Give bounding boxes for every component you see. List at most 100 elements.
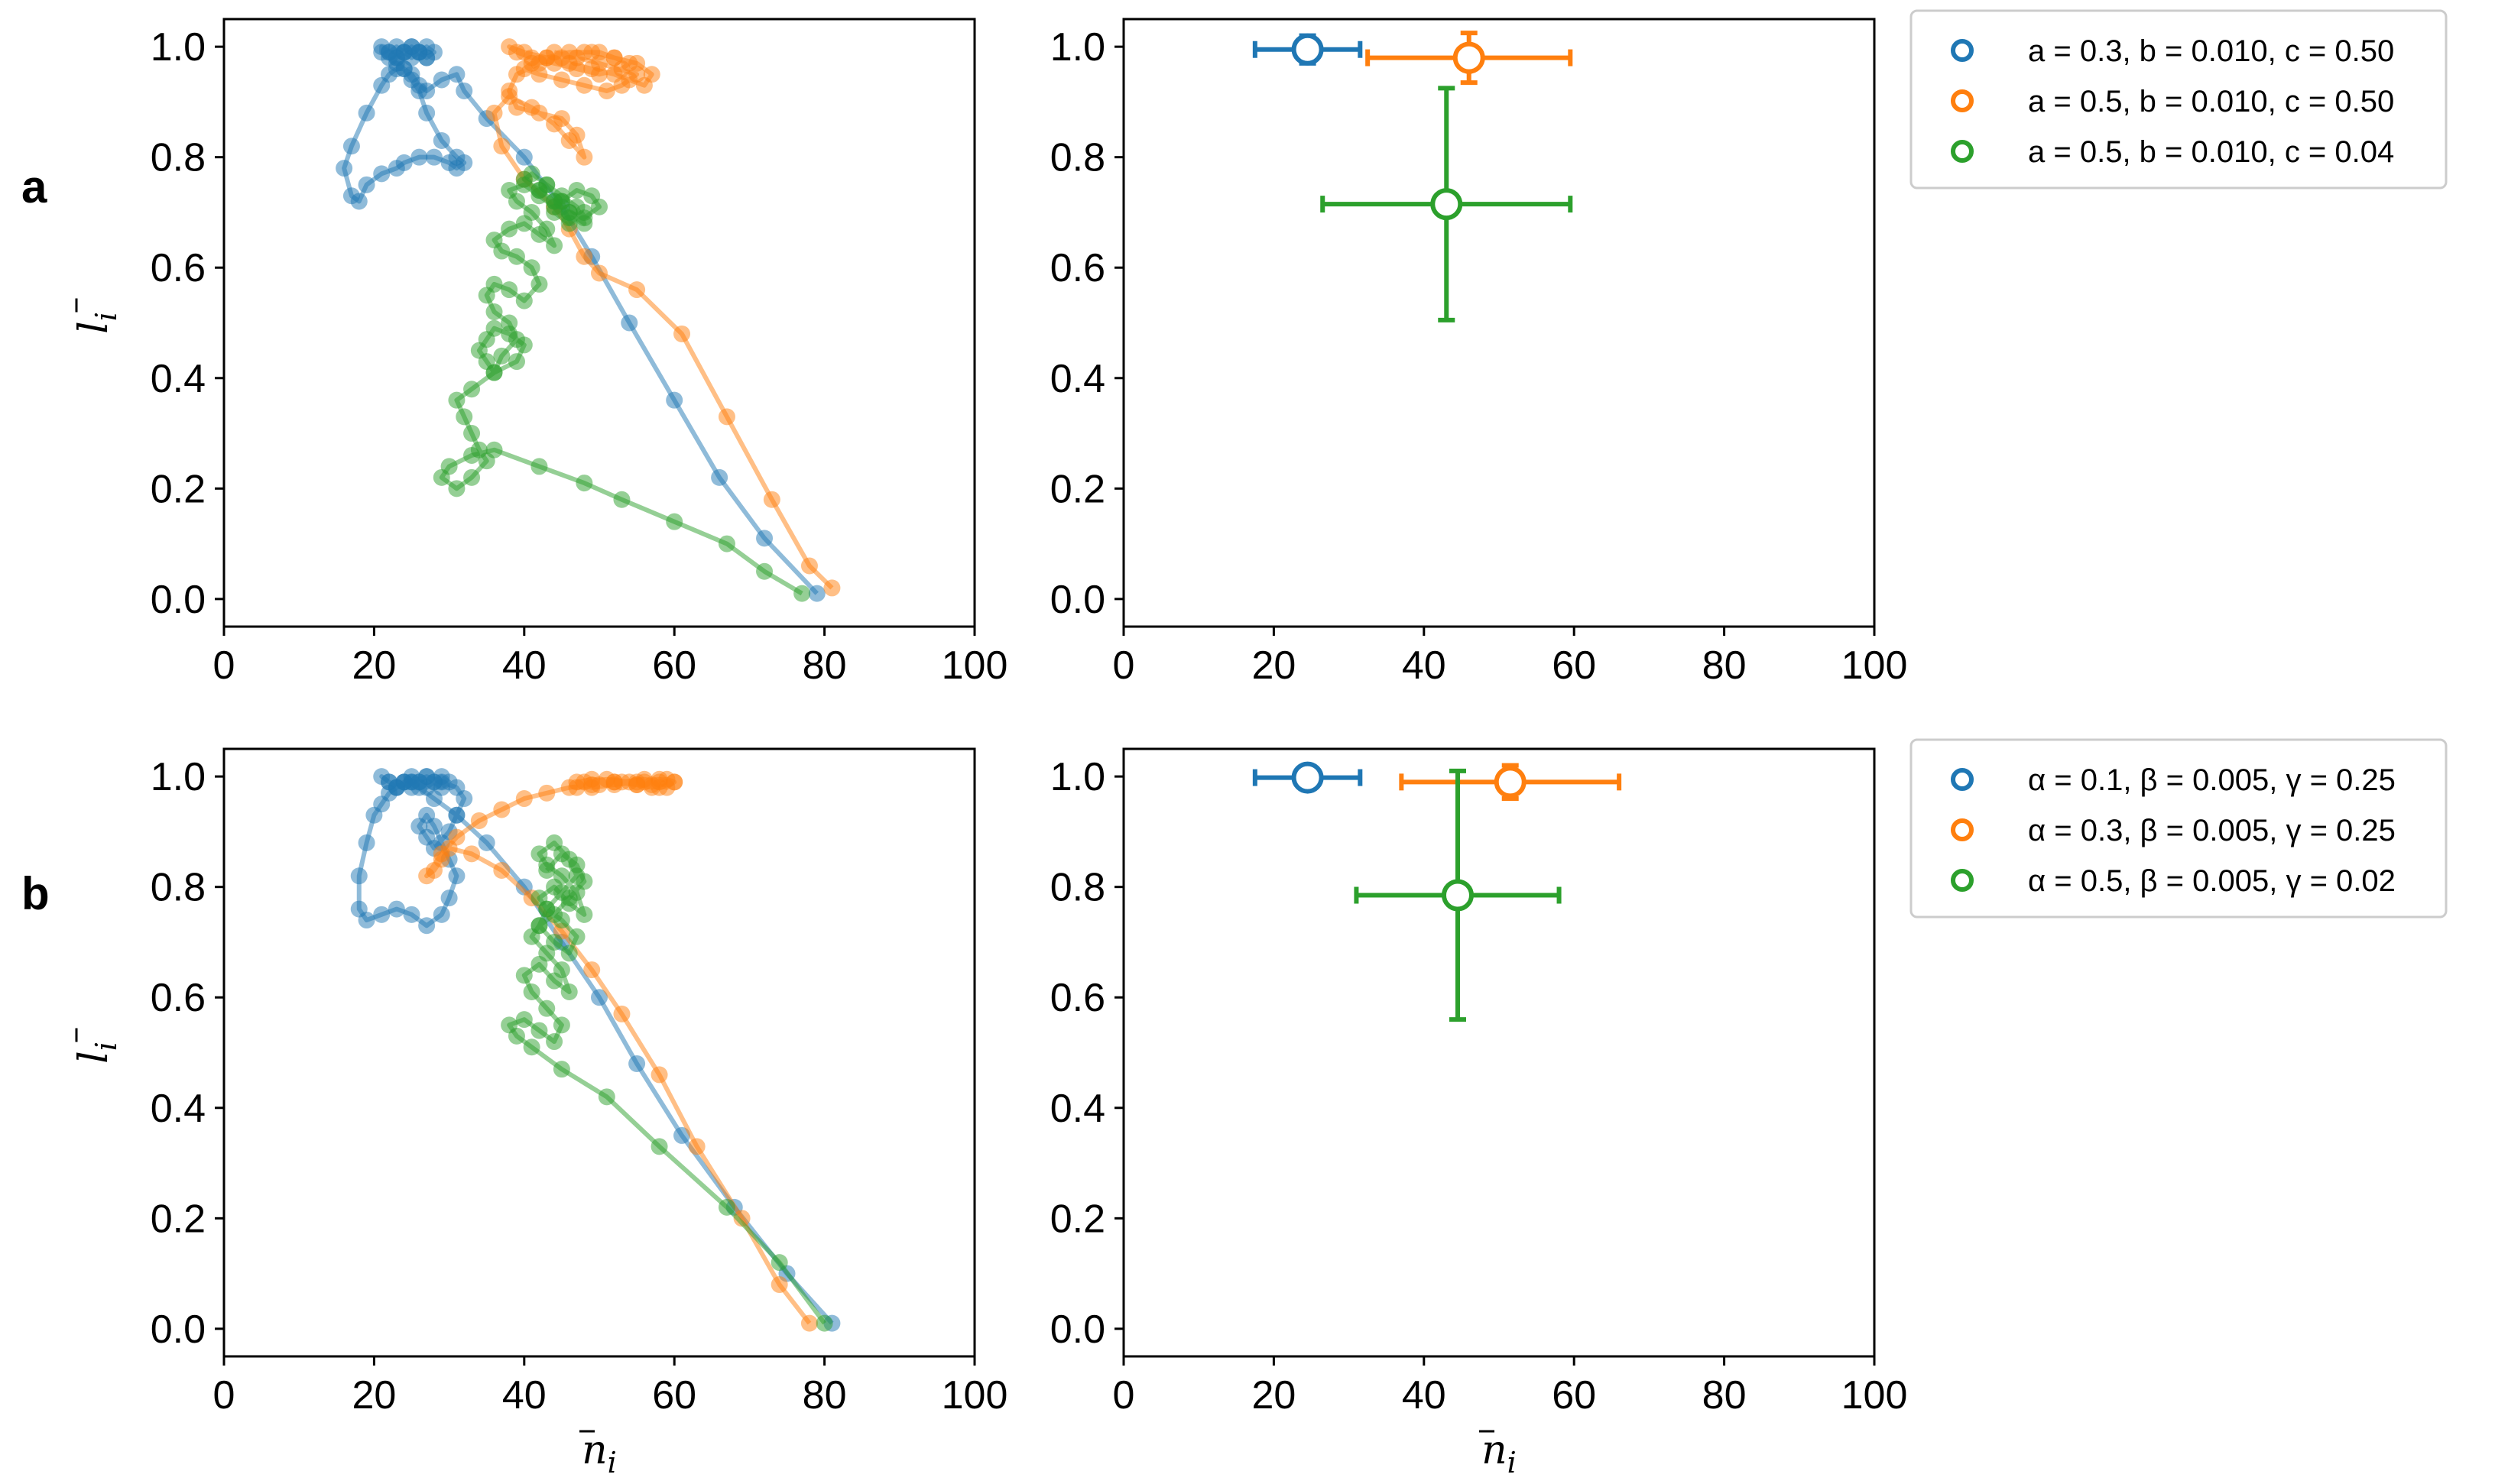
data-point-orange bbox=[515, 790, 533, 808]
data-point-green bbox=[523, 259, 540, 277]
y-tick-label: 0.6 bbox=[151, 976, 206, 1020]
data-point-green bbox=[576, 873, 593, 890]
y-tick-label: 0.4 bbox=[151, 1087, 206, 1131]
data-point-green bbox=[515, 292, 533, 309]
x-tick-label: 0 bbox=[1113, 1373, 1135, 1418]
data-point-orange bbox=[643, 66, 660, 83]
data-point-orange bbox=[515, 60, 533, 78]
data-point-orange bbox=[463, 845, 481, 863]
y-tick-label: 1.0 bbox=[1050, 25, 1105, 70]
data-point-orange bbox=[673, 325, 691, 342]
data-point-green bbox=[553, 867, 570, 885]
data-point-green bbox=[538, 862, 556, 879]
mean-marker bbox=[1441, 879, 1474, 912]
mean-marker bbox=[1430, 188, 1463, 221]
data-point-green bbox=[538, 1000, 556, 1017]
data-point-orange bbox=[493, 138, 511, 155]
data-point-green bbox=[771, 1254, 788, 1272]
y-tick-label: 0.4 bbox=[1050, 357, 1105, 401]
data-point-green bbox=[598, 1088, 615, 1106]
data-point-orange bbox=[501, 82, 518, 99]
x-tick-label: 80 bbox=[803, 1373, 847, 1418]
x-tick-label: 100 bbox=[942, 1373, 1008, 1418]
data-point-green bbox=[613, 491, 631, 508]
y-tick-label: 0.8 bbox=[151, 136, 206, 180]
data-point-blue bbox=[373, 906, 391, 923]
y-axis-label: li bbox=[71, 312, 123, 334]
y-tick-label: 0.2 bbox=[151, 467, 206, 511]
data-point-green bbox=[560, 215, 578, 232]
data-point-blue bbox=[456, 82, 473, 99]
data-point-orange bbox=[598, 82, 615, 99]
data-point-orange bbox=[418, 867, 436, 885]
data-point-blue bbox=[756, 530, 774, 547]
data-point-green bbox=[553, 1061, 570, 1078]
data-point-orange bbox=[568, 773, 586, 791]
data-point-blue bbox=[448, 148, 466, 166]
data-point-green bbox=[553, 845, 570, 863]
data-point-green bbox=[756, 562, 774, 580]
y-axis-label: li bbox=[71, 1042, 123, 1064]
y-tick-label: 0.8 bbox=[1050, 866, 1105, 910]
x-tick-label: 100 bbox=[1841, 643, 1908, 688]
y-tick-label: 0.2 bbox=[1050, 467, 1105, 511]
data-point-green bbox=[523, 983, 540, 1000]
data-point-green bbox=[553, 961, 570, 979]
y-tick-label: 0.0 bbox=[151, 1307, 206, 1352]
data-point-green bbox=[485, 275, 503, 293]
legend-b-frame bbox=[1909, 738, 2448, 919]
data-point-orange bbox=[501, 38, 518, 56]
data-point-blue bbox=[395, 773, 413, 791]
data-point-green bbox=[470, 441, 488, 458]
data-point-green bbox=[501, 1016, 518, 1034]
y-tick-label: 0.4 bbox=[151, 357, 206, 401]
data-point-orange bbox=[553, 71, 570, 89]
data-point-orange bbox=[538, 784, 556, 802]
data-point-green bbox=[523, 1038, 540, 1056]
data-point-blue bbox=[410, 148, 428, 166]
data-point-orange bbox=[651, 1066, 668, 1084]
data-point-green bbox=[553, 1016, 570, 1034]
x-tick-label: 40 bbox=[502, 643, 547, 688]
data-point-green bbox=[568, 928, 586, 945]
data-point-green bbox=[546, 237, 563, 254]
y-tick-label: 0.6 bbox=[1050, 246, 1105, 290]
data-point-orange bbox=[591, 264, 608, 282]
panel-label-b: b bbox=[21, 868, 50, 919]
data-point-orange bbox=[508, 99, 525, 116]
data-point-green bbox=[463, 381, 481, 398]
y-tick-label: 1.0 bbox=[151, 25, 206, 70]
mean-marker bbox=[1452, 41, 1485, 74]
data-point-green bbox=[793, 585, 811, 602]
legend-b-entry: α = 0.1, β = 0.005, γ = 0.25 bbox=[1951, 763, 2396, 797]
legend-a-entry: a = 0.5, b = 0.010, c = 0.04 bbox=[1951, 135, 2394, 169]
data-point-orange bbox=[658, 770, 676, 788]
data-point-orange bbox=[576, 248, 593, 265]
data-point-blue bbox=[448, 867, 466, 885]
axes-frame bbox=[222, 747, 976, 1358]
data-point-blue bbox=[365, 806, 383, 824]
legend-a-label: a = 0.5, b = 0.010, c = 0.50 bbox=[2028, 85, 2394, 118]
axes-frame bbox=[1122, 18, 1876, 628]
legend-a-label: a = 0.5, b = 0.010, c = 0.04 bbox=[2028, 135, 2394, 169]
panel-label-a: a bbox=[21, 161, 47, 212]
x-tick-label: 40 bbox=[1402, 643, 1446, 688]
legend-b-entry: α = 0.3, β = 0.005, γ = 0.25 bbox=[1951, 814, 2396, 847]
axes-frame bbox=[1122, 747, 1876, 1358]
data-point-green bbox=[576, 475, 593, 492]
legend-b-marker-icon bbox=[1951, 869, 1974, 892]
data-point-orange bbox=[733, 1210, 751, 1227]
x-tick-label: 60 bbox=[1552, 643, 1596, 688]
data-point-orange bbox=[591, 54, 608, 72]
data-point-green bbox=[508, 248, 525, 265]
data-point-orange bbox=[553, 110, 570, 128]
data-point-green bbox=[651, 1138, 668, 1155]
data-point-orange bbox=[576, 76, 593, 94]
x-tick-label: 40 bbox=[1402, 1373, 1446, 1418]
data-point-green bbox=[530, 1022, 548, 1039]
data-point-green bbox=[546, 203, 563, 221]
data-point-green bbox=[530, 182, 548, 199]
data-point-orange bbox=[771, 1276, 788, 1294]
x-tick-label: 40 bbox=[502, 1373, 547, 1418]
